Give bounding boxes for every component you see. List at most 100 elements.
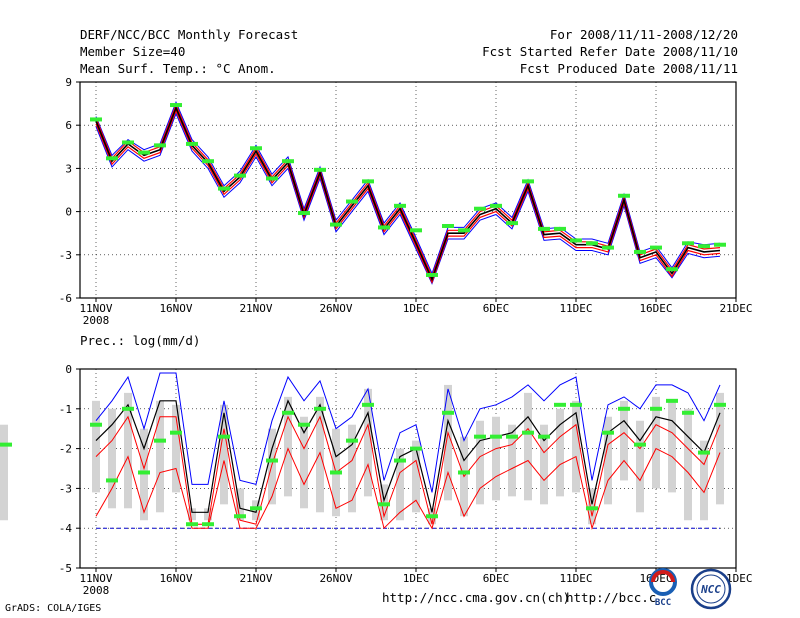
temp-observed-marker — [538, 226, 550, 231]
prec-range-bar — [204, 508, 212, 521]
prec-x-tick-label: 11NOV — [79, 572, 112, 585]
prec-x-tick-label: 21NOV — [239, 572, 272, 585]
temp-y-tick-label: 0 — [65, 206, 72, 219]
temp-observed-marker — [554, 226, 566, 231]
prec-observed-marker — [394, 458, 406, 463]
temp-x-tick-label: 16DEC — [639, 302, 672, 315]
grads-credit: GrADS: COLA/IGES — [5, 603, 102, 614]
prec-y-tick-label: -2 — [59, 443, 72, 456]
temp-x-tick-label: 26NOV — [319, 302, 352, 315]
prec-range-bar — [620, 400, 628, 481]
prec-range-bar — [188, 508, 196, 521]
prec-x-tick-label: 11DEC — [559, 572, 592, 585]
prec-range-bar — [108, 408, 116, 509]
prec-x-year-label: 2008 — [83, 584, 110, 597]
temp-outer-lower-line — [95, 112, 721, 285]
prec-range-bar — [684, 408, 692, 521]
prec-observed-marker — [154, 438, 166, 443]
prec-range-bar — [236, 488, 244, 521]
temp-mean-line — [95, 105, 721, 282]
prec-range-bar — [396, 448, 404, 521]
prec-y-tick-label: -5 — [59, 562, 72, 575]
temp-observed-marker — [650, 245, 662, 250]
prec-observed-marker — [186, 522, 198, 527]
prec-observed-marker — [618, 406, 630, 411]
temp-x-tick-label: 21NOV — [239, 302, 272, 315]
variable-label: Mean Surf. Temp.: °C Anom. — [80, 61, 276, 76]
prec-observed-marker — [410, 446, 422, 451]
temp-observed-marker — [506, 221, 518, 226]
prec-observed-marker — [346, 438, 358, 443]
prec-x-tick-label: 16DEC — [639, 572, 672, 585]
temp-observed-marker — [426, 272, 438, 277]
temp-observed-marker — [154, 143, 166, 148]
bcc-url-link[interactable]: http://bcc.c — [566, 590, 657, 605]
prec-observed-marker — [714, 402, 726, 407]
temp-frame — [79, 81, 737, 299]
prec-range-bar — [700, 440, 708, 521]
prec-panel: -5 -4 -3 -2 -1 0 11NOV 16NOV 21NOV 26NOV 1DEC 6DEC 1… — [0, 333, 753, 597]
bcc-logo: BCC — [642, 567, 684, 608]
temp-observed-marker — [90, 117, 102, 122]
temp-observed-marker — [586, 241, 598, 246]
prec-observed-marker — [266, 458, 278, 463]
temp-x-tick-label: 1DEC — [403, 302, 430, 315]
prec-range-bar — [508, 424, 516, 497]
prec-range-bar — [444, 384, 452, 501]
ncc-logo-icon: NCC — [690, 568, 732, 610]
temp-observed-marker — [186, 141, 198, 146]
temp-observed-marker — [490, 203, 502, 208]
prec-range-bar — [668, 400, 676, 493]
prec-observed-marker — [298, 422, 310, 427]
prec-range-bar — [284, 396, 292, 497]
prec-observed-marker — [490, 434, 502, 439]
temp-observed-marker — [106, 156, 118, 161]
temp-inner-lower-line — [95, 109, 721, 284]
temp-observed-marker — [266, 176, 278, 181]
prec-observed-marker — [698, 450, 710, 455]
prec-range-bar — [0, 424, 8, 521]
temp-observed-marker — [602, 245, 614, 250]
prec-observed-marker — [506, 434, 518, 439]
temp-observed-marker — [378, 225, 390, 230]
prec-range-bar — [268, 428, 276, 505]
temp-observed-marker — [138, 150, 150, 155]
temp-y-tick-label: -3 — [59, 249, 72, 262]
prec-observed-marker — [426, 514, 438, 519]
prec-range-bar — [172, 404, 180, 493]
prec-red-upper-line — [95, 415, 721, 525]
temp-observed-marker — [618, 193, 630, 198]
temp-observed-marker — [442, 224, 454, 228]
temp-observed-marker — [698, 244, 710, 249]
prec-range-bar — [300, 416, 308, 509]
temp-x-year-label: 2008 — [83, 314, 110, 327]
temp-observed-marker — [346, 199, 358, 204]
prec-panel-title: Prec.: log(mm/d) — [80, 333, 200, 348]
prec-observed-marker — [170, 430, 182, 435]
temp-observed-marker — [202, 159, 214, 164]
temp-observed-marker — [522, 179, 534, 184]
prec-range-bar — [316, 396, 324, 513]
prec-observed-marker — [682, 410, 694, 415]
prec-range-bar — [604, 416, 612, 505]
temp-observed-marker — [714, 242, 726, 247]
prec-y-tick-label: 0 — [65, 363, 72, 376]
prec-observed-marker — [650, 406, 662, 411]
prec-y-tick-label: -3 — [59, 482, 72, 495]
prec-observed-marker — [378, 502, 390, 507]
temp-x-tick-label: 16NOV — [159, 302, 192, 315]
prec-range-bar — [124, 392, 132, 509]
temp-observed-marker — [570, 238, 582, 243]
prec-range-bar — [364, 388, 372, 497]
temp-y-tick-label: -6 — [59, 292, 72, 305]
prec-blue-upper-line — [95, 372, 721, 493]
prec-observed-marker — [602, 430, 614, 435]
temp-observed-marker — [330, 222, 342, 227]
prec-observed-marker — [666, 398, 678, 403]
prec-range-bar — [412, 440, 420, 513]
ncc-url-link[interactable]: http://ncc.cma.gov.cn(ch) — [382, 590, 571, 605]
temp-observed-marker — [682, 241, 694, 246]
prec-observed-marker — [250, 506, 262, 511]
prec-range-bar — [572, 400, 580, 493]
bcc-logo-text: BCC — [655, 598, 671, 607]
